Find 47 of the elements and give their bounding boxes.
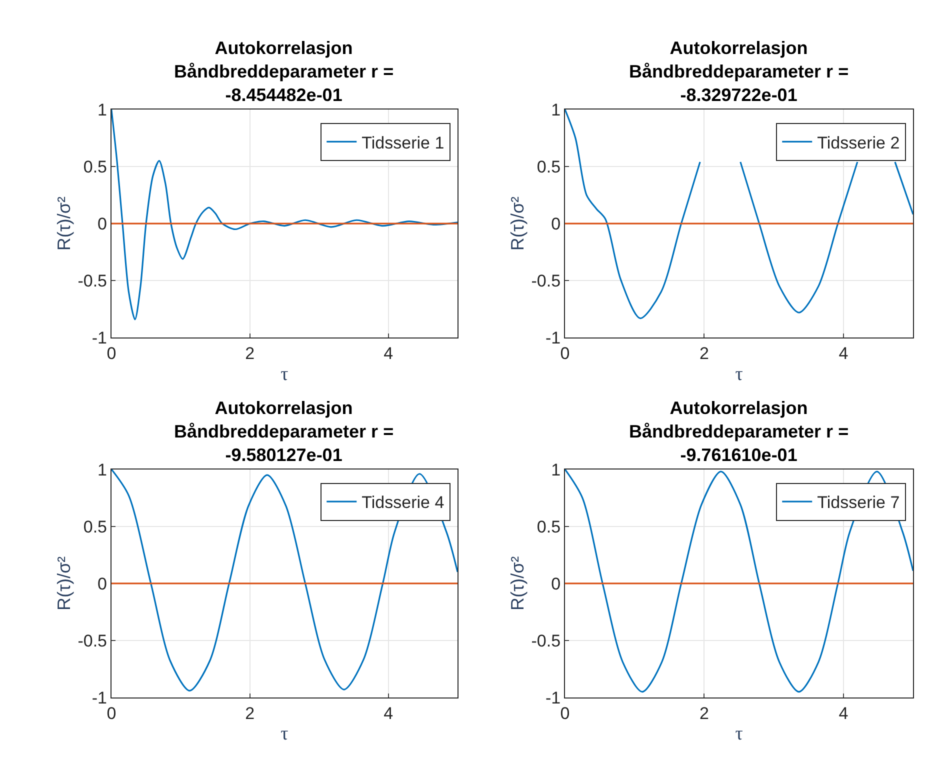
y-axis-title: R(τ)/σ² <box>54 196 74 251</box>
line-series <box>564 469 914 693</box>
chart-title: Autokorrelasjon Båndbreddeparameter r = -8.454482e-01 <box>174 38 394 105</box>
legend-label: Tidsserie 4 <box>362 493 444 512</box>
x-axis-title: τ <box>280 364 289 385</box>
y-tick-label: -0.5 <box>78 631 108 650</box>
y-tick-label: 1 <box>98 100 108 120</box>
y-tick-label: -0.5 <box>531 272 561 291</box>
y-tick-label: -0.5 <box>78 272 108 291</box>
chart-title: Autokorrelasjon Båndbreddeparameter r = -8.329722e-01 <box>629 38 849 105</box>
y-tick-label: 0 <box>551 574 561 594</box>
x-tick-label: 4 <box>384 344 394 364</box>
y-tick-label: -1 <box>92 688 108 708</box>
x-axis-title: τ <box>735 364 744 385</box>
y-tick-label: 0.5 <box>536 157 561 176</box>
x-tick-label: 4 <box>838 704 848 723</box>
y-tick-label: -1 <box>545 328 561 348</box>
y-tick-label: 0.5 <box>83 157 108 176</box>
y-tick-label: 0 <box>98 574 108 594</box>
y-tick-label: 0.5 <box>536 517 561 536</box>
x-tick-label: 4 <box>384 704 394 723</box>
x-axis-title: τ <box>735 724 744 745</box>
y-axis-title: R(τ)/σ² <box>507 196 528 251</box>
y-axis-title: R(τ)/σ² <box>507 556 528 611</box>
x-tick-label: 2 <box>245 344 255 364</box>
x-tick-label: 2 <box>245 704 255 723</box>
line-series <box>111 469 458 692</box>
y-tick-label: 0 <box>551 214 561 234</box>
chart-title: Autokorrelasjon Båndbreddeparameter r = -9.580127e-01 <box>174 398 394 465</box>
y-axis-title: R(τ)/σ² <box>54 556 74 611</box>
y-tick-label: 0.5 <box>83 517 108 536</box>
y-tick-label: 1 <box>98 460 108 480</box>
y-tick-label: 0 <box>98 214 108 234</box>
y-tick-label: 1 <box>551 100 561 120</box>
y-tick-label: -0.5 <box>531 631 561 650</box>
x-tick-label: 2 <box>699 344 709 364</box>
chart-title: Autokorrelasjon Båndbreddeparameter r = -9.761610e-01 <box>629 398 849 465</box>
x-tick-label: 2 <box>699 704 709 723</box>
legend-label: Tidsserie 2 <box>817 133 900 152</box>
y-tick-label: -1 <box>92 328 108 348</box>
line-series <box>111 109 458 320</box>
y-tick-label: -1 <box>545 688 561 708</box>
legend-label: Tidsserie 1 <box>362 133 444 152</box>
legend-label: Tidsserie 7 <box>817 493 900 512</box>
x-axis-title: τ <box>280 724 289 745</box>
x-tick-label: 4 <box>838 344 848 364</box>
y-tick-label: 1 <box>551 460 561 480</box>
